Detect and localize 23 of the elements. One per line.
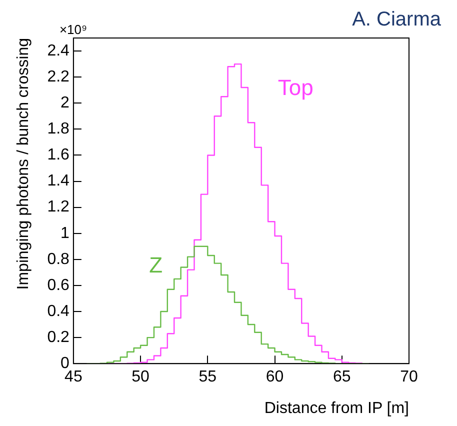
- y-tick-label: 2.4: [47, 42, 70, 60]
- y-tick-label: 2: [60, 94, 70, 112]
- text: A. Ciarma: [352, 8, 442, 31]
- text: ×10⁹: [59, 22, 88, 38]
- series-label: Z: [149, 252, 163, 278]
- series-label: Top: [278, 75, 314, 100]
- y-tick-label: 0.8: [47, 250, 70, 268]
- x-tick-label: 70: [400, 368, 418, 386]
- y-tick-label: 1.2: [47, 198, 70, 216]
- y-tick-label: 1.6: [47, 146, 70, 164]
- x-tick-label: 60: [266, 368, 284, 386]
- y-tick-label: 0.4: [47, 302, 70, 320]
- y-tick-label: 0.6: [47, 276, 70, 294]
- y-axis-title: Impinging photons / bunch crossing: [15, 38, 32, 290]
- x-axis-title: Distance from IP [m]: [264, 400, 409, 417]
- x-tick-label: 55: [198, 368, 217, 386]
- y-tick-label: 1.8: [47, 120, 70, 138]
- y-tick-label: 1.4: [47, 172, 70, 190]
- x-tick-label: 65: [332, 368, 351, 386]
- y-tick-label: 1: [60, 224, 70, 242]
- y-tick-label: 0.2: [47, 328, 70, 346]
- y-tick-label: 2.2: [47, 68, 70, 86]
- x-tick-label: 50: [132, 368, 150, 386]
